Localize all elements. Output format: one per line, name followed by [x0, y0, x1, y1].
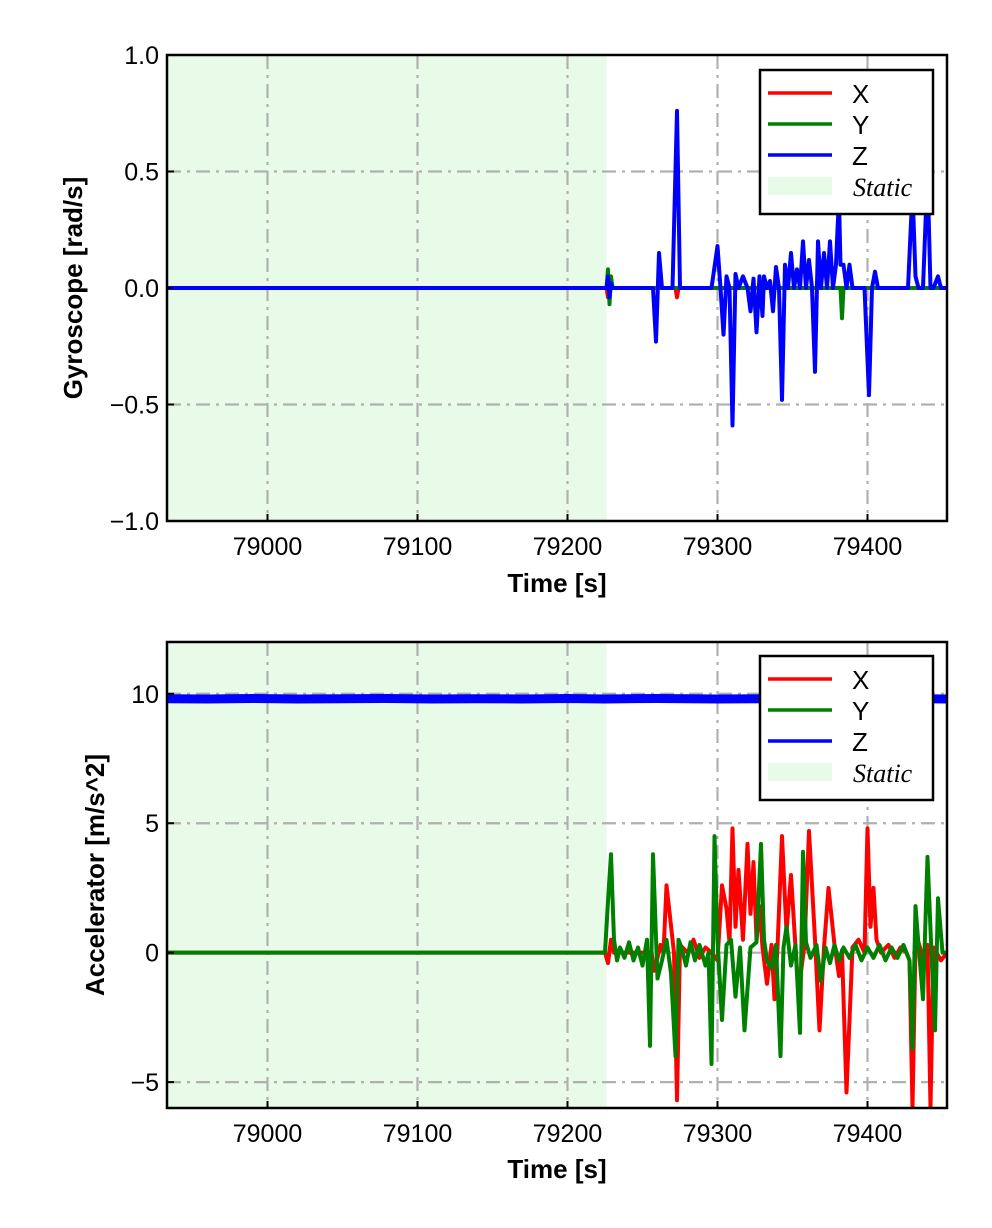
accelerator-x-tick-label: 79200 — [533, 1120, 603, 1148]
gyroscope-y-tick-label: −1.0 — [110, 508, 159, 536]
legend-label-z: Z — [852, 727, 868, 757]
gyroscope-x-axis-label: Time [s] — [507, 568, 606, 598]
accelerator-x-tick-label: 79000 — [233, 1120, 303, 1148]
gyroscope-ticks: 79000 79100 79200 79300 79400 −1.0 −0.5 0.0 0.5 1… — [110, 42, 903, 561]
gyroscope-x-tick-label: 79000 — [233, 533, 303, 561]
accelerator-axes-frame — [165, 640, 949, 1110]
accelerator-legend: X Y Z Static — [758, 654, 935, 802]
gyroscope-x-tick-label: 79100 — [383, 533, 453, 561]
gyroscope-y-tick-label: 1.0 — [124, 42, 159, 70]
legend-label-y: Y — [852, 696, 869, 726]
gyroscope-y-axis-label: Gyroscope [rad/s] — [58, 177, 88, 400]
accelerator-y-tick-label: 10 — [131, 681, 159, 709]
legend-label-static: Static — [853, 173, 913, 202]
gyroscope-series — [167, 108, 947, 428]
accelerator-x-tick-label: 79100 — [383, 1120, 453, 1148]
gyroscope-y-tick-label: 0.0 — [124, 275, 159, 303]
legend-static-swatch — [768, 763, 832, 781]
accelerator-y-tick-label: −5 — [130, 1069, 159, 1097]
static-span-shade — [167, 642, 607, 1108]
gyroscope-series-z — [167, 108, 947, 428]
legend-label-x: X — [852, 79, 869, 109]
legend-label-static: Static — [853, 759, 913, 788]
accelerator-panel: 79000 79100 79200 79300 79400 −5 0 5 10 Time [s]… — [80, 640, 949, 1184]
accelerator-series-y — [167, 834, 947, 1066]
accelerator-y-tick-label: 5 — [145, 810, 159, 838]
accelerator-x-tick-label: 79400 — [833, 1120, 903, 1148]
accelerator-y-tick-label: 0 — [145, 940, 159, 968]
accelerator-x-tick-label: 79300 — [683, 1120, 753, 1148]
gyroscope-y-tick-label: 0.5 — [124, 159, 159, 187]
gyroscope-x-tick-label: 79200 — [533, 533, 603, 561]
legend-label-x: X — [852, 665, 869, 695]
gyroscope-legend: X Y Z Static — [758, 68, 935, 216]
legend-label-y: Y — [852, 110, 869, 140]
accelerator-x-axis-label: Time [s] — [507, 1154, 606, 1184]
gyroscope-x-tick-label: 79400 — [833, 533, 903, 561]
legend-label-z: Z — [852, 141, 868, 171]
legend-static-swatch — [768, 177, 832, 195]
gyroscope-x-tick-label: 79300 — [683, 533, 753, 561]
accelerator-ticks: 79000 79100 79200 79300 79400 −5 0 5 10 — [130, 681, 902, 1148]
accelerator-y-axis-label: Accelerator [m/s^2] — [80, 754, 110, 996]
gyroscope-panel: 79000 79100 79200 79300 79400 −1.0 −0.5 0.0 0.5 1… — [58, 42, 949, 598]
gyroscope-y-tick-label: −0.5 — [110, 392, 159, 420]
